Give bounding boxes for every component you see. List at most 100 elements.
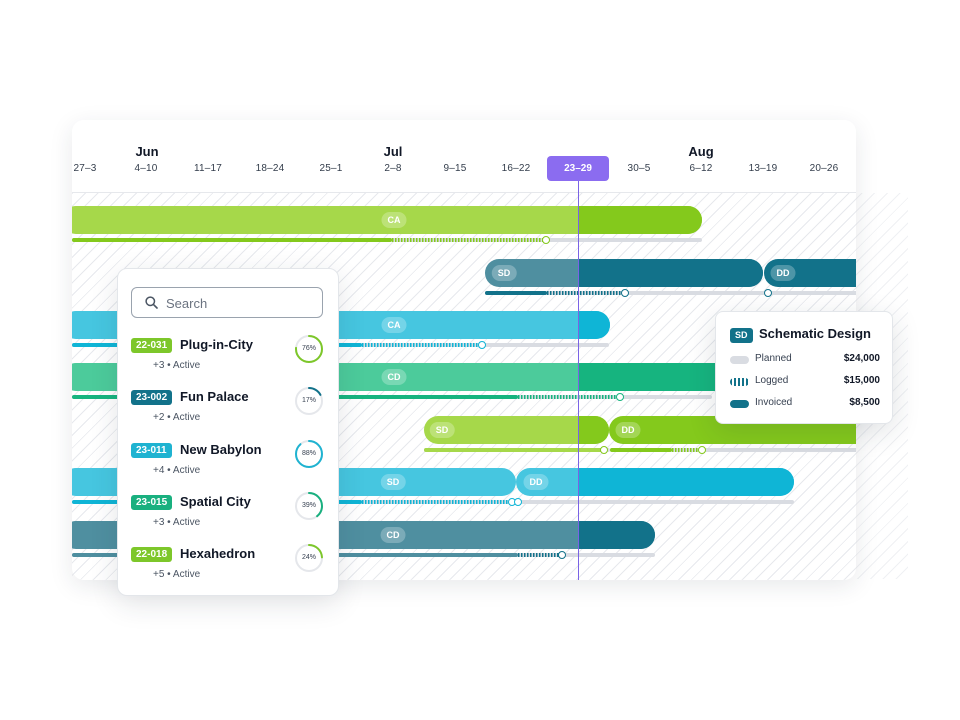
row-amount: $8,500 bbox=[849, 397, 880, 408]
budget-marker-icon bbox=[478, 341, 486, 349]
progress-ring: 24% bbox=[294, 543, 324, 573]
phase-label: CD bbox=[381, 369, 407, 385]
week-label[interactable]: 4–10 bbox=[134, 163, 158, 174]
row-label: Planned bbox=[755, 353, 792, 364]
budget-marker-icon bbox=[764, 289, 772, 297]
week-label[interactable]: 11–17 bbox=[193, 163, 223, 174]
progress-ring: 76% bbox=[294, 334, 324, 364]
project-name: Hexahedron bbox=[180, 546, 256, 561]
search-icon bbox=[145, 296, 158, 309]
row-label: Invoiced bbox=[755, 397, 793, 408]
current-week-label: 23–29 bbox=[564, 163, 592, 174]
project-code-badge: 23-002 bbox=[131, 390, 173, 405]
week-label[interactable]: 27–3 bbox=[73, 163, 97, 174]
timeline-header: Jun Jul Aug 27–3 4–10 11–17 18–24 25–1 2… bbox=[72, 120, 856, 193]
planned-swatch-icon bbox=[730, 356, 749, 364]
progress-percent: 24% bbox=[301, 554, 316, 561]
phase-label: CD bbox=[380, 527, 406, 543]
bar-future-segment bbox=[578, 521, 655, 549]
week-label[interactable]: 16–22 bbox=[501, 163, 531, 174]
budget-marker-icon bbox=[600, 446, 608, 454]
progress-percent: 17% bbox=[301, 397, 316, 404]
phase-label: CA bbox=[381, 317, 407, 333]
project-list-panel: 22-031 Plug-in-City +3 • Active 76% 23-0… bbox=[117, 268, 339, 596]
row-label: Logged bbox=[755, 375, 789, 386]
track-invoiced bbox=[72, 238, 392, 242]
current-week-highlight[interactable]: 23–29 bbox=[547, 156, 609, 181]
track-logged bbox=[362, 500, 512, 504]
phase-label: SD bbox=[491, 265, 517, 281]
phase-label: DD bbox=[523, 474, 549, 490]
budget-marker-icon bbox=[616, 393, 624, 401]
bar-future-segment bbox=[578, 206, 702, 234]
progress-percent: 39% bbox=[301, 502, 316, 509]
project-name: New Babylon bbox=[180, 442, 262, 457]
track-logged bbox=[362, 343, 482, 347]
budget-track bbox=[610, 446, 856, 454]
phase-label: SD bbox=[380, 474, 406, 490]
project-item[interactable]: 22-031 Plug-in-City +3 • Active 76% bbox=[131, 335, 331, 388]
track-logged bbox=[392, 238, 546, 242]
project-name: Fun Palace bbox=[180, 389, 249, 404]
progress-ring: 88% bbox=[294, 439, 324, 469]
budget-track bbox=[485, 289, 765, 297]
month-label: Aug bbox=[688, 144, 714, 159]
budget-track bbox=[514, 498, 794, 506]
row-amount: $24,000 bbox=[843, 353, 880, 364]
popup-row-invoiced: Invoiced $8,500 bbox=[730, 397, 880, 411]
budget-track bbox=[764, 289, 856, 297]
gantt-bar-ca[interactable]: CA bbox=[72, 206, 702, 234]
month-label: Jun bbox=[135, 144, 159, 159]
budget-marker-icon bbox=[558, 551, 566, 559]
week-label[interactable]: 30–5 bbox=[627, 163, 651, 174]
week-label[interactable]: 2–8 bbox=[384, 163, 402, 174]
project-meta: +3 • Active bbox=[153, 517, 201, 528]
bar-future-segment bbox=[578, 311, 610, 339]
progress-percent: 76% bbox=[301, 345, 316, 352]
bar-future-segment bbox=[578, 259, 763, 287]
project-code-badge: 22-018 bbox=[131, 547, 173, 562]
popup-row-planned: Planned $24,000 bbox=[730, 353, 880, 367]
week-label[interactable]: 25–1 bbox=[319, 163, 343, 174]
bar-future-segment bbox=[578, 416, 609, 444]
gantt-bar-dd[interactable]: DD bbox=[764, 259, 856, 287]
search-input[interactable] bbox=[166, 292, 316, 314]
progress-ring: 17% bbox=[294, 386, 324, 416]
project-item[interactable]: 23-002 Fun Palace +2 • Active 17% bbox=[131, 387, 331, 440]
project-meta: +2 • Active bbox=[153, 412, 201, 423]
gantt-bar-sd[interactable]: SD bbox=[485, 259, 763, 287]
budget-marker-icon bbox=[621, 289, 629, 297]
week-label[interactable]: 13–19 bbox=[748, 163, 778, 174]
project-code-badge: 23-011 bbox=[131, 443, 172, 458]
budget-marker-icon bbox=[542, 236, 550, 244]
week-label[interactable]: 9–15 bbox=[443, 163, 467, 174]
week-label[interactable]: 6–12 bbox=[689, 163, 713, 174]
track-logged bbox=[547, 291, 625, 295]
search-box[interactable] bbox=[131, 287, 323, 318]
week-label[interactable]: 18–24 bbox=[255, 163, 285, 174]
gantt-bar-sd[interactable]: SD bbox=[424, 416, 609, 444]
project-item[interactable]: 23-011 New Babylon +4 • Active 88% bbox=[131, 440, 331, 493]
budget-marker-icon bbox=[698, 446, 706, 454]
gantt-bar-dd[interactable]: DD bbox=[516, 468, 794, 496]
phase-label: SD bbox=[429, 422, 455, 438]
project-meta: +4 • Active bbox=[153, 465, 201, 476]
project-item[interactable]: 23-015 Spatial City +3 • Active 39% bbox=[131, 492, 331, 545]
track-invoiced bbox=[424, 448, 604, 452]
popup-title: Schematic Design bbox=[759, 326, 871, 341]
track-logged bbox=[518, 553, 562, 557]
phase-label: CA bbox=[381, 212, 407, 228]
progress-percent: 88% bbox=[301, 450, 316, 457]
row-amount: $15,000 bbox=[843, 375, 880, 386]
project-item[interactable]: 22-018 Hexahedron +5 • Active 24% bbox=[131, 544, 331, 597]
phase-label: DD bbox=[770, 265, 796, 281]
project-name: Plug-in-City bbox=[180, 337, 253, 352]
week-label[interactable]: 20–26 bbox=[809, 163, 839, 174]
bar-future-segment bbox=[578, 468, 794, 496]
month-label: Jul bbox=[383, 144, 403, 159]
project-meta: +5 • Active bbox=[153, 569, 201, 580]
project-meta: +3 • Active bbox=[153, 360, 201, 371]
phase-label: DD bbox=[615, 422, 641, 438]
project-code-badge: 22-031 bbox=[131, 338, 173, 353]
track-invoiced bbox=[610, 448, 672, 452]
